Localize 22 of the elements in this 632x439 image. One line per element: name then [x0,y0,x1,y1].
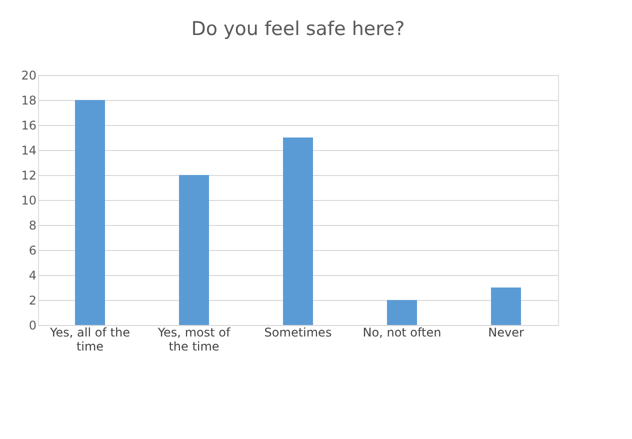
x-tick-label: No, not often [362,326,442,340]
y-tick-label: 2 [28,294,36,308]
x-tick-label: Sometimes [264,326,332,340]
bar [283,138,313,325]
y-tick-label: 14 [21,144,36,158]
x-tick-label: Yes, most of the time [156,326,231,354]
bar [491,288,521,325]
y-tick-label: 12 [21,168,36,182]
y-tick-label: 0 [28,318,36,332]
y-tick-label: 18 [21,94,36,108]
x-tick-label: Never [488,326,524,340]
x-tick-label: Yes, all of the time [49,326,130,354]
y-tick-label: 20 [21,68,36,82]
bar [179,175,209,325]
y-tick-label: 4 [28,268,36,282]
bar [387,300,417,325]
y-tick-label: 16 [21,118,36,132]
y-tick-label: 6 [28,244,36,258]
y-tick-label: 10 [21,194,36,208]
y-tick-label: 8 [28,218,36,232]
chart-title: Do you feel safe here? [191,18,405,40]
bar [75,100,105,325]
